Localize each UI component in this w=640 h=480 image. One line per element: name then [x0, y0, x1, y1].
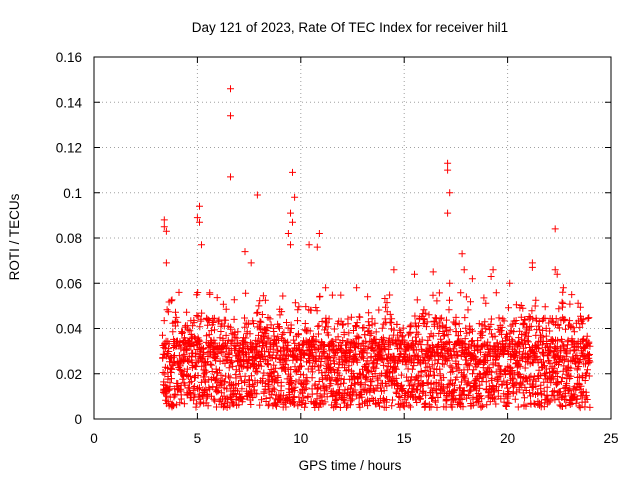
y-tick-label: 0.1 [63, 186, 82, 201]
y-tick-label: 0.16 [56, 50, 82, 65]
x-tick-label: 15 [397, 431, 412, 446]
y-tick-label: 0.06 [56, 276, 82, 291]
y-tick-label: 0.14 [56, 95, 83, 110]
y-tick-label: 0 [74, 412, 82, 427]
y-tick-label: 0.12 [56, 141, 82, 156]
chart-title: Day 121 of 2023, Rate Of TEC Index for r… [192, 20, 508, 35]
x-tick-label: 20 [500, 431, 515, 446]
x-tick-label: 0 [90, 431, 98, 446]
series-roti-points [159, 85, 594, 412]
gridlines [94, 57, 611, 419]
x-tick-label: 10 [293, 431, 308, 446]
axis-ticks: 0 5 10 15 20 25 0 0.02 0.04 0.06 0.08 0.1 0.12 0.14 0.… [56, 50, 619, 446]
x-tick-label: 25 [603, 431, 618, 446]
y-tick-label: 0.08 [56, 231, 82, 246]
y-tick-label: 0.02 [56, 367, 82, 382]
x-axis-label: GPS time / hours [299, 458, 402, 473]
data-points [159, 85, 594, 412]
x-tick-label: 5 [194, 431, 202, 446]
y-axis-label: ROTI / TECUs [7, 193, 22, 280]
y-tick-label: 0.04 [56, 322, 83, 337]
